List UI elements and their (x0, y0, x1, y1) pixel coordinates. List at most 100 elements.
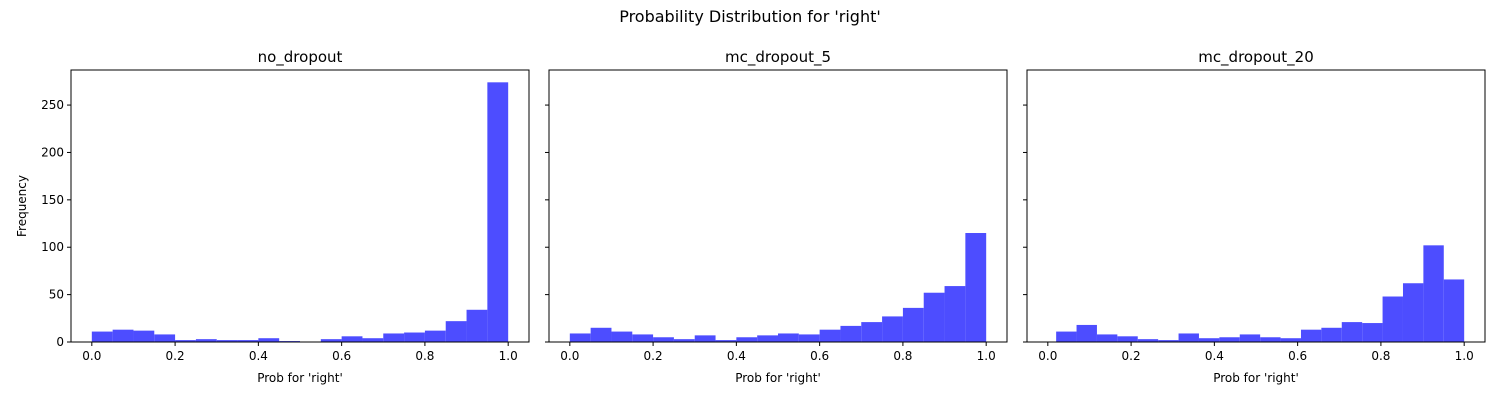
histogram-bar (445, 321, 467, 342)
x-tick-label: 1.0 (499, 349, 518, 363)
x-axis-label: Prob for 'right' (735, 371, 821, 385)
histogram-bar (383, 333, 405, 342)
histogram-bar (840, 325, 862, 342)
histogram-bar (487, 82, 509, 342)
histogram-bar (1117, 336, 1138, 342)
x-tick-label: 1.0 (977, 349, 996, 363)
x-tick-label: 0.2 (644, 349, 663, 363)
histogram-bar (1219, 337, 1240, 342)
histogram-bar (1260, 337, 1281, 342)
histogram-bar (1423, 245, 1444, 342)
histogram-bar (965, 233, 987, 342)
subplot-mc-dropout-20: mc_dropout_20 Prob for 'right' 0.0 0.2 0.4… (1023, 48, 1486, 385)
x-tick-label: 0.2 (166, 349, 185, 363)
x-tick-label: 0.6 (332, 349, 351, 363)
x-tick-label: 0.4 (727, 349, 746, 363)
subplot-no-dropout: no_dropout Prob for 'right' Frequency 0.… (15, 48, 530, 385)
histogram-bar (1076, 324, 1097, 342)
histogram-bar (258, 338, 280, 342)
x-tick-label: 0.6 (810, 349, 829, 363)
histogram-bar (632, 334, 654, 342)
histogram-bar (590, 327, 612, 342)
x-tick-label: 0.0 (1038, 349, 1057, 363)
histogram-bar (694, 335, 716, 342)
x-tick-label: 0.8 (415, 349, 434, 363)
histogram-bar (320, 339, 342, 342)
histogram-bar (404, 332, 425, 342)
histogram-bar (882, 316, 903, 342)
x-tick-label: 0.8 (1371, 349, 1390, 363)
histogram-bar (1382, 296, 1403, 342)
y-axis-label: Frequency (15, 175, 29, 237)
histogram-bar (237, 340, 259, 342)
histogram-bar (715, 340, 737, 342)
figure-title: Probability Distribution for 'right' (619, 7, 881, 26)
bars (91, 82, 509, 342)
histogram-bar (819, 329, 841, 342)
histogram-bar (1178, 333, 1199, 342)
x-tick-label: 0.4 (1205, 349, 1224, 363)
histogram-bar (1056, 331, 1077, 342)
subplot-mc-dropout-5: mc_dropout_5 Prob for 'right' 0.0 0.2 0.4 0… (545, 48, 1008, 385)
histogram-bar (1362, 323, 1383, 342)
x-axis-label: Prob for 'right' (1213, 371, 1299, 385)
y-tick-label: 50 (49, 288, 64, 302)
histogram-bar (653, 337, 674, 342)
histogram-bar (736, 337, 758, 342)
histogram-bar (611, 331, 633, 342)
y-tick-label: 250 (41, 98, 64, 112)
axes-frame (70, 69, 530, 343)
histogram-bar (91, 331, 113, 342)
histogram-bar (757, 335, 778, 342)
y-tick-label: 100 (41, 240, 64, 254)
histogram-bar (861, 322, 883, 342)
histogram-bar (466, 309, 488, 342)
subplot-title: mc_dropout_20 (1198, 48, 1314, 67)
histogram-bar (944, 286, 966, 342)
subplot-title: mc_dropout_5 (725, 48, 831, 67)
histogram-bar (1198, 338, 1220, 342)
histogram-bar (133, 330, 155, 342)
histogram-bar (1096, 334, 1118, 342)
histogram-bar (424, 330, 446, 342)
histogram-bar (175, 340, 196, 342)
x-tick-label: 0.0 (560, 349, 579, 363)
histogram-bar (1341, 322, 1363, 342)
y-tick-label: 200 (41, 145, 64, 159)
histogram-bar (341, 336, 363, 342)
histogram-bar (1239, 334, 1261, 342)
bars (1056, 245, 1465, 342)
histogram-bar (569, 333, 591, 342)
subplot-title: no_dropout (258, 48, 343, 67)
x-tick-label: 0.4 (249, 349, 268, 363)
histogram-bar (1402, 283, 1424, 342)
histogram-bar (778, 333, 799, 342)
histogram-bar (902, 307, 924, 342)
x-axis-label: Prob for 'right' (257, 371, 343, 385)
histogram-bar (1300, 329, 1322, 342)
histogram-bar (798, 334, 820, 342)
histogram-bar (216, 340, 238, 342)
histogram-bar (1321, 327, 1342, 342)
histogram-bar (362, 338, 384, 342)
histogram-bar (1137, 339, 1159, 342)
histogram-bar (195, 339, 217, 342)
y-tick-label: 150 (41, 193, 64, 207)
x-tick-label: 0.0 (82, 349, 101, 363)
axes-frame (1026, 69, 1486, 343)
x-tick-label: 0.2 (1122, 349, 1141, 363)
x-tick-label: 0.6 (1288, 349, 1307, 363)
histogram-bar (154, 334, 176, 342)
bars (569, 233, 987, 342)
histogram-bar (1443, 279, 1465, 342)
axes-frame (548, 69, 1008, 343)
histogram-bar (112, 329, 134, 342)
histogram-bar (673, 339, 695, 342)
x-tick-label: 1.0 (1455, 349, 1474, 363)
histogram-bar (1280, 338, 1301, 342)
histogram-bar (1158, 340, 1179, 342)
histogram-bar (923, 292, 945, 342)
x-tick-label: 0.8 (893, 349, 912, 363)
y-tick-label: 0 (56, 335, 64, 349)
